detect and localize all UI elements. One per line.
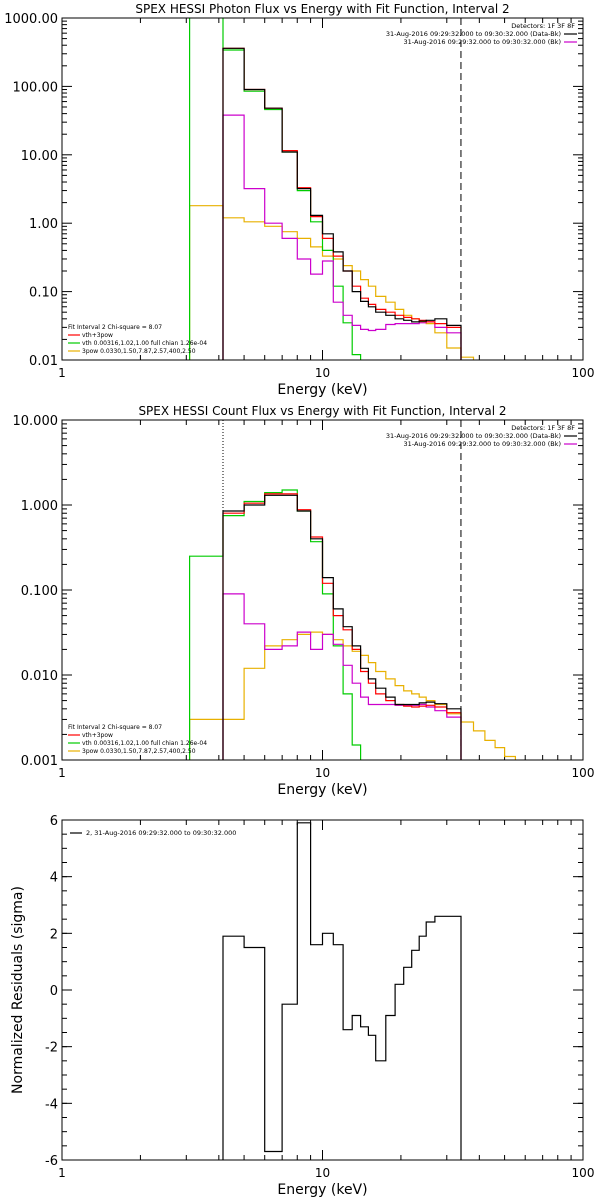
x-axis-label: Energy (keV)	[277, 782, 367, 798]
plot-frame	[61, 819, 584, 1161]
y-tick-label: 6	[50, 814, 58, 829]
y-tick-label: -4	[45, 1097, 58, 1112]
legend-left-entry: vth+3pow	[82, 732, 113, 739]
y-tick-label: 1.000	[21, 499, 58, 514]
y-tick-label: 0.100	[21, 584, 58, 599]
series-line-0	[222, 822, 462, 1160]
series-line-3	[222, 593, 462, 760]
legend-right-entry: 31-Aug-2016 09:29:32.000 to 09:30:32.000…	[386, 432, 561, 440]
x-tick-label: 10	[315, 366, 330, 380]
chart-title: SPEX HESSI Count Flux vs Energy with Fit…	[138, 404, 506, 418]
y-tick-label: -2	[45, 1041, 58, 1056]
y-tick-label: 0.01	[29, 354, 58, 369]
y-tick-label: 1000.00	[4, 12, 58, 27]
y-tick-label: 10.00	[21, 149, 58, 164]
legend-left-entry: vth+3pow	[82, 332, 113, 339]
legend-left-entry: 3pow 0.0330,1.50,7.87,2.57,400,2.50	[82, 748, 196, 755]
y-tick-label: 0	[50, 984, 58, 999]
legend-right-entry: 31-Aug-2016 09:29:32.000 to 09:30:32.000…	[386, 30, 561, 38]
series-line-0	[222, 47, 462, 360]
x-tick-label: 1	[58, 366, 66, 380]
series-line-0	[222, 494, 462, 760]
legend-left-entry: vth 0.00316,1.02,1.00 full chian 1.26e-0…	[82, 340, 207, 347]
y-tick-label: -6	[45, 1154, 58, 1169]
series-line-2	[189, 489, 362, 760]
y-tick-label: 0.10	[29, 286, 58, 301]
series-line-3	[222, 114, 462, 360]
series-line-1	[222, 493, 462, 760]
legend-left-entry: Fit Interval 2 Chi-square = 8.07	[68, 324, 162, 331]
x-axis-label: Energy (keV)	[277, 382, 367, 398]
y-tick-label: 1.00	[29, 217, 58, 232]
chart-title: SPEX HESSI Photon Flux vs Energy with Fi…	[135, 2, 509, 16]
legend-right-entry: Detectors: 1F 3F 8F	[511, 424, 575, 432]
series-line-2	[189, 18, 362, 360]
legend-left-entry: Fit Interval 2 Chi-square = 8.07	[68, 724, 162, 731]
x-tick-label: 10	[315, 1166, 330, 1180]
x-tick-label: 1	[58, 766, 66, 780]
y-tick-label: 100.00	[13, 80, 59, 95]
x-tick-label: 100	[572, 1166, 595, 1180]
legend-right-entry: 31-Aug-2016 09:29:32.000 to 09:30:32.000…	[404, 38, 561, 46]
x-tick-label: 10	[315, 766, 330, 780]
x-tick-label: 100	[572, 766, 595, 780]
y-tick-label: 0.001	[21, 754, 58, 769]
plot-frame	[61, 17, 584, 361]
plot-frame	[61, 419, 584, 761]
series-line-4	[189, 205, 475, 360]
legend-right-entry: 31-Aug-2016 09:29:32.000 to 09:30:32.000…	[404, 440, 561, 448]
legend-left-entry: 2, 31-Aug-2016 09:29:32.000 to 09:30:32.…	[86, 829, 236, 837]
legend-left-entry: vth 0.00316,1.02,1.00 full chian 1.26e-0…	[82, 740, 207, 747]
x-tick-label: 100	[572, 366, 595, 380]
y-tick-label: 2	[50, 927, 58, 942]
y-tick-label: 4	[50, 871, 58, 886]
x-tick-label: 1	[58, 1166, 66, 1180]
series-line-1	[222, 47, 462, 360]
x-axis-label: Energy (keV)	[277, 1182, 367, 1198]
y-axis-label: Normalized Residuals (sigma)	[10, 886, 26, 1094]
legend-right-entry: Detectors: 1F 3F 8F	[511, 22, 575, 30]
y-tick-label: 0.010	[21, 669, 58, 684]
legend-left-entry: 3pow 0.0330,1.50,7.87,2.57,400,2.50	[82, 348, 196, 355]
y-tick-label: 10.000	[13, 414, 59, 429]
